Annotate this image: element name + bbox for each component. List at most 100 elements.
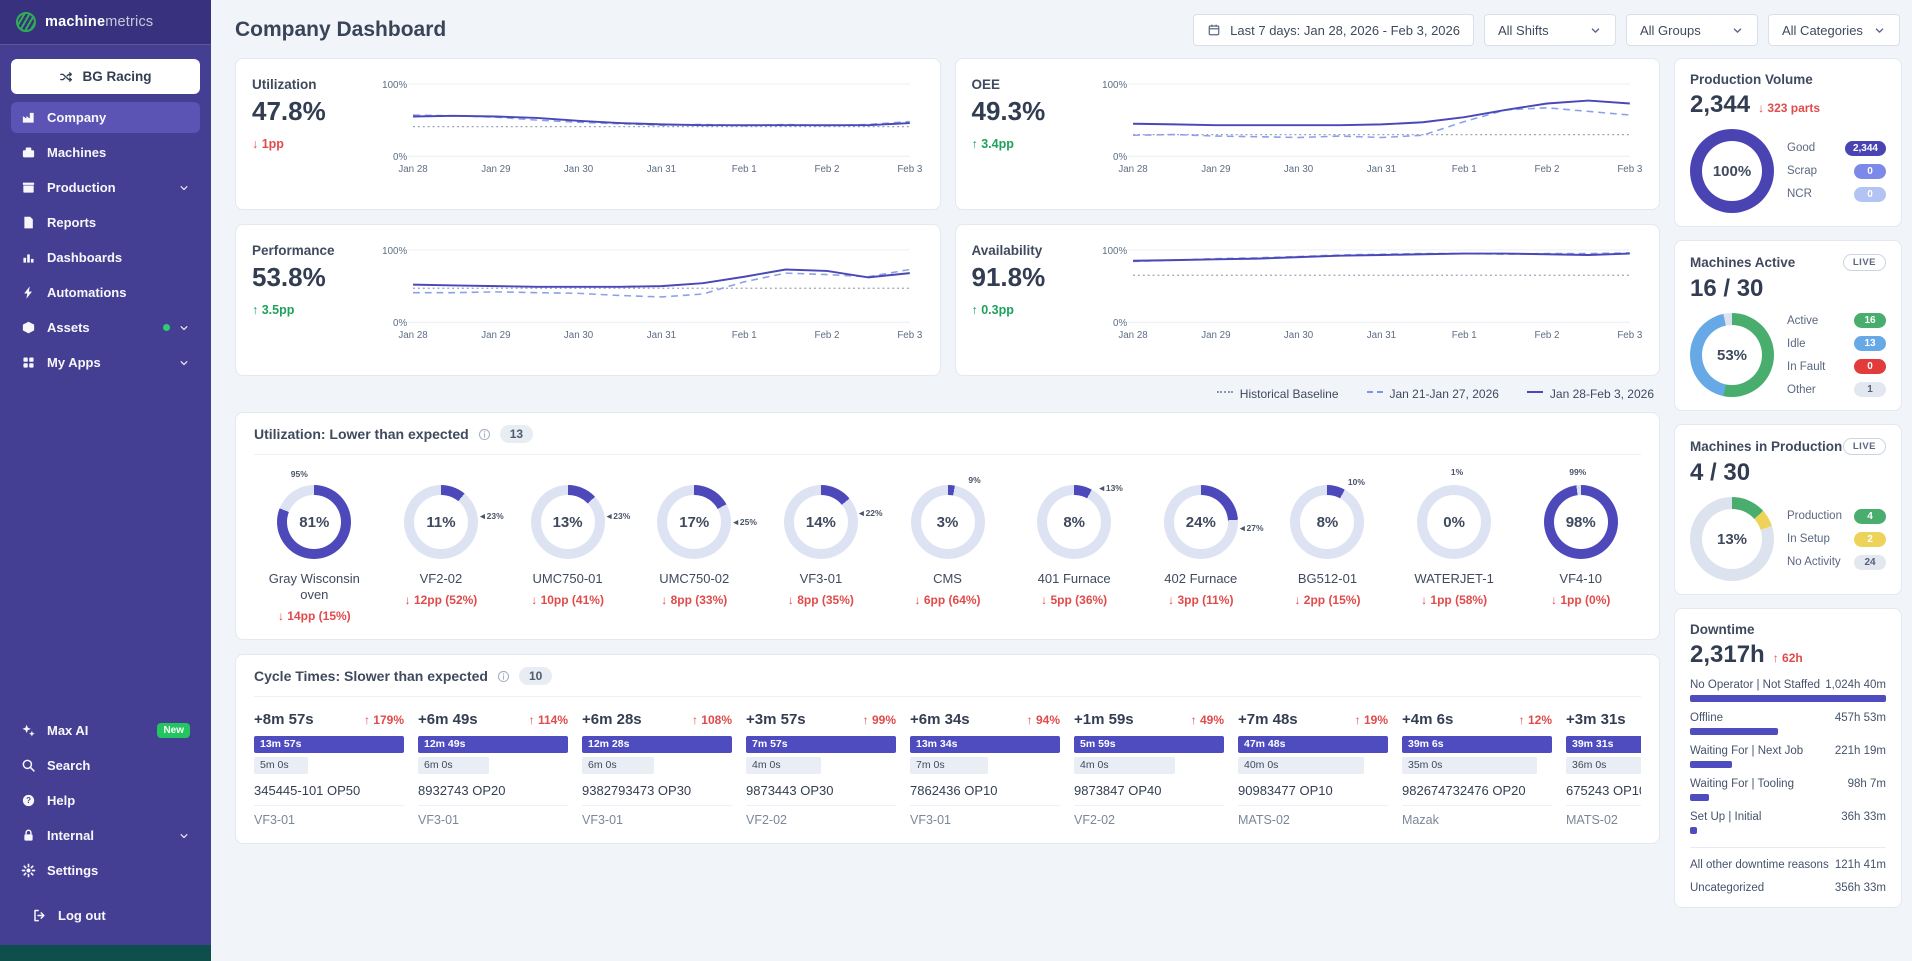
cycle-overage: +3m 57s [746, 711, 806, 728]
utilization-donut: 98% [1543, 485, 1618, 559]
chevron-down-icon [178, 357, 190, 369]
machine-utilization-tile-vf4-10[interactable]: 98% 99% VF4-10 ↓ 1pp (0%) [1520, 467, 1641, 623]
cycle-time-card-675243-op10[interactable]: +3m 31s 39m 31s 36m 0s 675243 OP10 MATS-… [1566, 711, 1641, 827]
cycle-time-card-90983477-op10[interactable]: +7m 48s ↑ 19% 47m 48s 40m 0s 90983477 OP… [1238, 711, 1388, 827]
main-area: Company Dashboard Last 7 days: Jan 28, 2… [211, 0, 1912, 961]
kpi-label: Utilization [252, 77, 317, 92]
machine-utilization-tile-vf3-01[interactable]: 14% ◄22% VF3-01 ↓ 8pp (35%) [761, 485, 883, 623]
production-volume-donut: 100% [1690, 129, 1774, 213]
info-icon[interactable] [497, 670, 510, 683]
legend-label: Good [1787, 142, 1816, 154]
utilization-donut: 0% [1417, 485, 1492, 559]
cycle-time-card-8932743-op20[interactable]: +6m 49s ↑ 114% 12m 49s 6m 0s 8932743 OP2… [418, 711, 568, 827]
machine-utilization-delta: ↓ 2pp (15%) [1294, 593, 1361, 607]
machine-utilization-tile-waterjet-1[interactable]: 0% 1% WATERJET-1 ↓ 1pp (58%) [1394, 467, 1515, 623]
actual-cycle-bar: 47m 48s [1238, 736, 1388, 753]
machine-utilization-tile-bg512-01[interactable]: 8% 10% BG512-01 ↓ 2pp (15%) [1267, 477, 1388, 623]
downtime-reason-bar [1690, 794, 1709, 801]
sidebar-item-max-ai[interactable]: Max AI New [11, 715, 200, 746]
utilization-percent: 98% [1553, 495, 1608, 549]
cycle-time-card-9873443-op30[interactable]: +3m 57s ↑ 99% 7m 57s 4m 0s 9873443 OP30 … [746, 711, 896, 827]
sidebar-item-help[interactable]: ? Help [11, 785, 200, 816]
legend-count-pill: 16 [1854, 313, 1886, 328]
legend-row-idle: Idle 13 [1787, 336, 1886, 351]
svg-text:Jan 29: Jan 29 [1201, 330, 1230, 341]
cycle-time-card-9873847-op40[interactable]: +1m 59s ↑ 49% 5m 59s 4m 0s 9873847 OP40 … [1074, 711, 1224, 827]
svg-text:Jan 29: Jan 29 [481, 330, 510, 341]
info-icon[interactable] [478, 428, 491, 441]
production-volume-title: Production Volume [1690, 72, 1813, 87]
cycle-time-card-345445-101-op50[interactable]: +8m 57s ↑ 179% 13m 57s 5m 0s 345445-101 … [254, 711, 404, 827]
downtime-reason-bar [1690, 728, 1778, 735]
machine-name: Mazak [1402, 813, 1439, 827]
org-switcher-button[interactable]: BG Racing [11, 59, 200, 94]
cycle-overage: +3m 31s [1566, 711, 1626, 728]
filter-dropdown-all-groups[interactable]: All Groups [1626, 14, 1758, 46]
company-icon [21, 110, 36, 125]
machine-name: VF2-02 [1074, 813, 1115, 827]
page-title: Company Dashboard [235, 18, 447, 41]
machine-utilization-tile-vf2-02[interactable]: 11% ◄23% VF2-02 ↓ 12pp (52%) [381, 485, 504, 623]
cycle-times-count-badge: 10 [518, 667, 553, 685]
machine-name: CMS [933, 571, 962, 586]
sidebar-item-internal[interactable]: Internal [11, 820, 200, 851]
machine-utilization-delta: ↓ 1pp (0%) [1551, 593, 1611, 607]
chevron-down-icon [178, 322, 190, 334]
utilization-percent: 8% [1300, 495, 1355, 549]
machine-utilization-tile-cms[interactable]: 3% 9% CMS ↓ 6pp (64%) [887, 475, 1008, 623]
utilization-percent: 11% [413, 495, 468, 549]
sidebar-item-production[interactable]: Production [11, 172, 200, 203]
filter-dropdown-all-categories[interactable]: All Categories [1768, 14, 1900, 46]
sidebar-item-search[interactable]: Search [11, 750, 200, 781]
machine-utilization-tile-401-furnace[interactable]: 8% ◄13% 401 Furnace ↓ 5pp (36%) [1014, 483, 1135, 623]
utilization-percent: 3% [920, 495, 975, 549]
cycle-time-card-9382793473-op30[interactable]: +6m 28s ↑ 108% 12m 28s 6m 0s 9382793473 … [582, 711, 732, 827]
page-header: Company Dashboard Last 7 days: Jan 28, 2… [211, 0, 1912, 58]
kpi-value: 47.8% [252, 96, 326, 126]
machine-utilization-tile-umc750-02[interactable]: 17% ◄25% UMC750-02 ↓ 8pp (33%) [634, 485, 757, 623]
sidebar-item-machines[interactable]: Machines [11, 137, 200, 168]
date-range-button[interactable]: Last 7 days: Jan 28, 2026 - Feb 3, 2026 [1193, 14, 1474, 46]
utilization-percent: 13% [540, 495, 595, 549]
sidebar-item-my-apps[interactable]: My Apps [11, 347, 200, 378]
actual-cycle-bar: 13m 34s [910, 736, 1060, 753]
cycle-times-panel: Cycle Times: Slower than expected 10 +8m… [235, 654, 1660, 844]
cycle-overage-percent: ↑ 108% [691, 713, 732, 727]
part-operation: 345445-101 OP50 [254, 783, 404, 806]
utilization-donut: 24% [1163, 485, 1238, 559]
chevron-down-icon [1589, 24, 1602, 37]
production-volume-card: Production Volume 2,344 ↓ 323 parts 100% … [1674, 58, 1902, 227]
sidebar-item-label: Search [47, 758, 91, 773]
downtime-reason-bar [1690, 827, 1698, 834]
machine-utilization-tile-gray-wisconsin-oven[interactable]: 81% 95% Gray Wisconsin oven ↓ 14pp (15%) [254, 469, 375, 623]
kpi-sparkline-chart: 100% 0% Jan 28 Jan 29 Jan 30 Jan 31 Feb 1 Feb… [382, 80, 922, 175]
sidebar-item-label: Internal [47, 828, 94, 843]
sidebar-item-settings[interactable]: Settings [11, 855, 200, 886]
cycle-time-card-7862436-op10[interactable]: +6m 34s ↑ 94% 13m 34s 7m 0s 7862436 OP10… [910, 711, 1060, 827]
machine-name: UMC750-02 [659, 571, 730, 586]
target-marker: ◄27% [1238, 523, 1264, 533]
downtime-reason-bar [1690, 761, 1733, 768]
downtime-reason-set-up-initial: Set Up | Initial 36h 33m [1690, 811, 1886, 834]
production-volume-value: 2,344 [1690, 91, 1751, 118]
machine-utilization-tile-umc750-01[interactable]: 13% ◄23% UMC750-01 ↓ 10pp (41%) [507, 485, 630, 623]
svg-text:Feb 2: Feb 2 [814, 330, 839, 341]
sidebar-item-dashboards[interactable]: Dashboards [11, 242, 200, 273]
sidebar-item-reports[interactable]: Reports [11, 207, 200, 238]
cycle-time-card-982674732476-op20[interactable]: +4m 6s ↑ 12% 39m 6s 35m 0s 982674732476 … [1402, 711, 1552, 827]
sidebar-item-label: Dashboards [47, 250, 123, 265]
legend-count-pill: 24 [1854, 554, 1886, 570]
filter-dropdown-all-shifts[interactable]: All Shifts [1484, 14, 1616, 46]
sidebar-item-log-out[interactable]: Log out [22, 900, 189, 931]
sidebar-item-assets[interactable]: Assets [11, 312, 200, 343]
sidebar-item-company[interactable]: Company [11, 102, 200, 133]
downtime-reason-waiting-for-tooling: Waiting For | Tooling 98h 7m [1690, 778, 1886, 801]
sidebar-item-automations[interactable]: Automations [11, 277, 200, 308]
machine-name: BG512-01 [1297, 571, 1358, 586]
legend-item-jan-21-jan-27-2026: Jan 21-Jan 27, 2026 [1366, 387, 1499, 401]
machine-utilization-tile-402-furnace[interactable]: 24% ◄27% 402 Furnace ↓ 3pp (11%) [1140, 485, 1264, 623]
sidebar-spacer [0, 380, 211, 713]
production-volume-delta: ↓ 323 parts [1758, 101, 1821, 115]
utilization-donut: 3% [910, 485, 985, 559]
kpi-delta: ↓ 1pp [252, 137, 284, 151]
